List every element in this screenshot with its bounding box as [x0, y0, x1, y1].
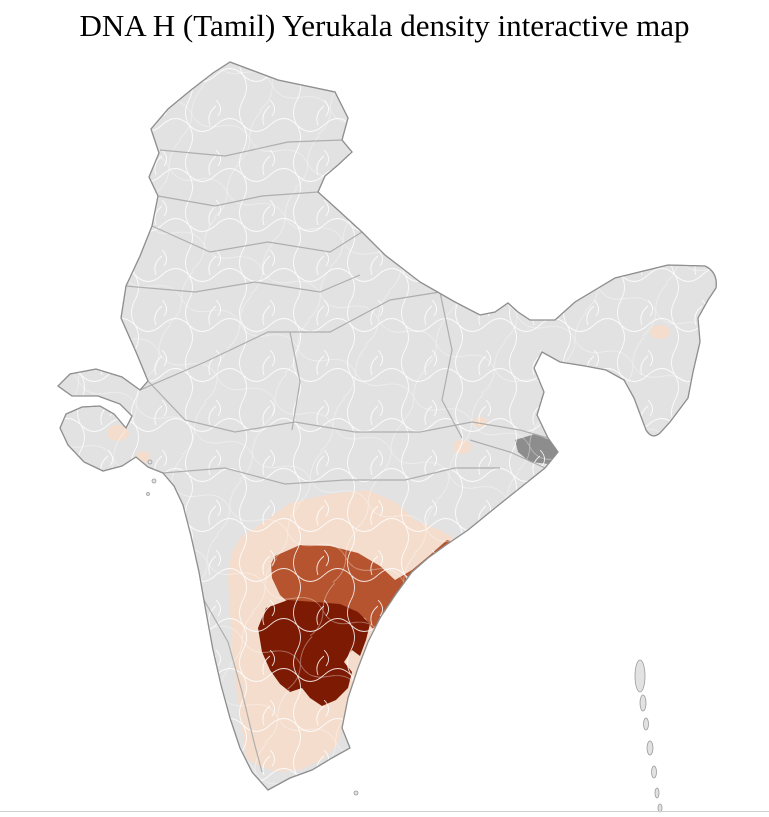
andaman-nicobar-islands[interactable]: [634, 659, 663, 813]
state-borders: [125, 139, 549, 773]
bottom-divider: [0, 811, 769, 812]
lakshadweep-islands[interactable]: [146, 459, 359, 796]
district-borders-texture: [58, 62, 717, 790]
page-title: DNA H (Tamil) Yerukala density interacti…: [79, 8, 690, 43]
